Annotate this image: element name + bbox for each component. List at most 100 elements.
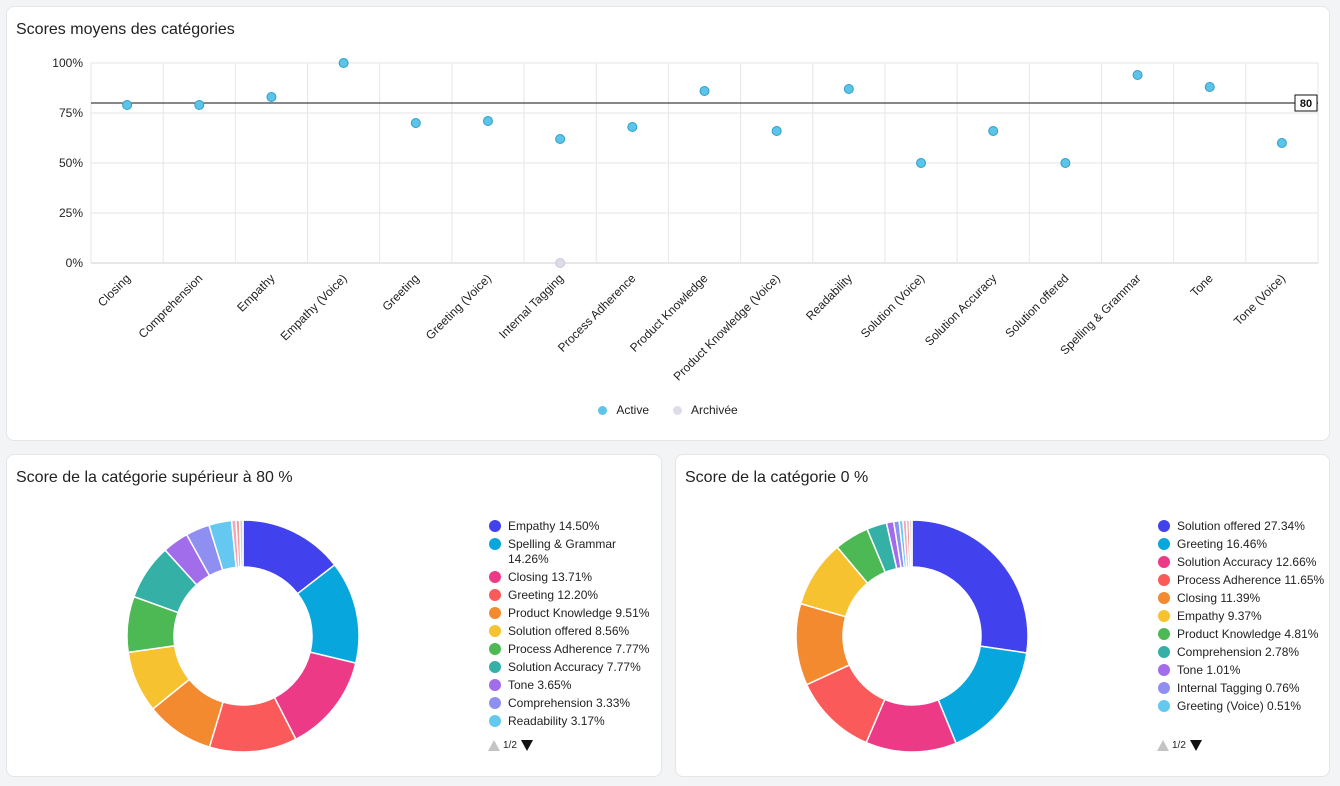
legend-swatch <box>489 697 501 709</box>
legend-item[interactable]: Internal Tagging 0.76% <box>1158 681 1328 696</box>
legend-label: Readability 3.17% <box>508 714 605 728</box>
zero-percent-legend: Solution offered 27.34% Greeting 16.46% So… <box>1158 519 1328 717</box>
legend-swatch <box>489 715 501 727</box>
data-point-active[interactable] <box>1276 138 1287 148</box>
average-scores-card: Scores moyens des catégories 0% 25% 50% 75%… <box>6 6 1330 441</box>
above-80-title: Score de la catégorie supérieur à 80 % <box>16 469 293 486</box>
legend-label: Process Adherence 7.77% <box>508 642 650 656</box>
data-point-active[interactable] <box>843 84 854 94</box>
legend-label-active: Active <box>616 403 649 417</box>
legend-item[interactable]: Tone 3.65% <box>489 678 659 693</box>
data-point-active[interactable] <box>122 100 133 110</box>
legend-item[interactable]: Empathy 14.50% <box>489 519 659 534</box>
data-point-active[interactable] <box>555 134 566 144</box>
legend-item[interactable]: Empathy 9.37% <box>1158 609 1328 624</box>
legend-item[interactable]: Process Adherence 11.65% <box>1158 573 1328 588</box>
zero-percent-title: Score de la catégorie 0 % <box>685 469 869 486</box>
legend-swatch <box>1158 538 1170 550</box>
data-point-active[interactable] <box>1060 158 1071 168</box>
x-tick-label: Tone <box>1188 271 1217 300</box>
x-tick-label: Greeting <box>379 271 421 313</box>
legend-swatch <box>489 520 501 532</box>
legend-swatch <box>489 538 501 550</box>
legend-swatch <box>1158 682 1170 694</box>
donut-slice[interactable] <box>238 519 244 568</box>
y-tick-label: 25% <box>59 206 83 220</box>
x-tick-label: Closing <box>95 271 133 309</box>
x-tick-label: Empathy <box>234 271 277 314</box>
x-tick-label: Readability <box>803 271 855 323</box>
legend-item[interactable]: Process Adherence 7.77% <box>489 642 659 657</box>
legend-item[interactable]: Greeting (Voice) 0.51% <box>1158 699 1328 714</box>
legend-label: Solution Accuracy 7.77% <box>508 660 641 674</box>
legend-item-archived[interactable]: Archivée <box>673 403 738 417</box>
data-point-archived[interactable] <box>555 258 566 268</box>
donut-slice[interactable] <box>911 519 1029 654</box>
x-tick-label: Solution offered <box>1002 271 1071 340</box>
legend-swatch <box>489 643 501 655</box>
legend-label: Internal Tagging 0.76% <box>1177 681 1300 695</box>
zero-percent-donut <box>795 519 1029 753</box>
data-point-active[interactable] <box>194 100 205 110</box>
legend-item[interactable]: Solution Accuracy 12.66% <box>1158 555 1328 570</box>
legend-swatch <box>1158 610 1170 622</box>
data-point-active[interactable] <box>916 158 927 168</box>
legend-label: Closing 13.71% <box>508 570 593 584</box>
data-point-active[interactable] <box>266 92 277 102</box>
data-point-active[interactable] <box>627 122 638 132</box>
legend-item[interactable]: Greeting 12.20% <box>489 588 659 603</box>
pager-next-icon[interactable] <box>1189 740 1202 751</box>
legend-swatch <box>489 589 501 601</box>
legend-item[interactable]: Closing 11.39% <box>1158 591 1328 606</box>
legend-item[interactable]: Greeting 16.46% <box>1158 537 1328 552</box>
legend-item[interactable]: Solution offered 8.56% <box>489 624 659 639</box>
y-tick-label: 0% <box>66 256 84 270</box>
legend-label: Comprehension 2.78% <box>1177 645 1300 659</box>
legend-item[interactable]: Solution Accuracy 7.77% <box>489 660 659 675</box>
legend-item-active[interactable]: Active <box>598 403 649 417</box>
legend-swatch <box>489 607 501 619</box>
legend-label: Greeting 12.20% <box>508 588 599 602</box>
data-point-active[interactable] <box>338 58 349 68</box>
pager-label: 1/2 <box>503 740 517 751</box>
legend-item[interactable]: Readability 3.17% <box>489 714 659 729</box>
legend-item[interactable]: Comprehension 3.33% <box>489 696 659 711</box>
zero-percent-pager: 1/2 <box>1157 740 1202 751</box>
x-tick-label: Spelling & Grammar <box>1057 271 1143 357</box>
pager-next-icon[interactable] <box>520 740 533 751</box>
above-80-legend: Empathy 14.50% Spelling & Grammar 14.26% C… <box>489 519 659 732</box>
average-scores-title: Scores moyens des catégories <box>16 21 235 38</box>
pager-prev-icon[interactable] <box>1157 740 1169 751</box>
legend-item[interactable]: Product Knowledge 4.81% <box>1158 627 1328 642</box>
data-point-active[interactable] <box>1132 70 1143 80</box>
legend-label: Process Adherence 11.65% <box>1177 573 1325 587</box>
legend-swatch <box>489 679 501 691</box>
donut-slice[interactable] <box>937 645 1028 745</box>
legend-item[interactable]: Solution offered 27.34% <box>1158 519 1328 534</box>
y-tick-label: 100% <box>52 56 83 70</box>
legend-item[interactable]: Closing 13.71% <box>489 570 659 585</box>
legend-item[interactable]: Comprehension 2.78% <box>1158 645 1328 660</box>
above-80-donut <box>126 519 360 753</box>
x-tick-label: Empathy (Voice) <box>278 271 350 343</box>
legend-label: Product Knowledge 9.51% <box>508 606 650 620</box>
legend-dot-archived <box>673 405 682 415</box>
legend-swatch <box>1158 520 1170 532</box>
data-point-active[interactable] <box>482 116 493 126</box>
data-point-active[interactable] <box>771 126 782 136</box>
data-point-active[interactable] <box>699 86 710 96</box>
legend-item[interactable]: Product Knowledge 9.51% <box>489 606 659 621</box>
legend-item[interactable]: Tone 1.01% <box>1158 663 1328 678</box>
data-point-active[interactable] <box>1204 82 1215 92</box>
legend-swatch <box>1158 700 1170 712</box>
donut-slice[interactable] <box>908 519 913 568</box>
legend-label-archived: Archivée <box>691 403 738 417</box>
data-point-active[interactable] <box>988 126 999 136</box>
threshold-badge <box>1294 94 1318 112</box>
legend-label: Solution offered 8.56% <box>508 624 630 638</box>
legend-swatch <box>1158 628 1170 640</box>
legend-item[interactable]: Spelling & Grammar 14.26% <box>489 537 659 567</box>
above-80-card: Score de la catégorie supérieur à 80 % E… <box>6 454 662 777</box>
data-point-active[interactable] <box>410 118 421 128</box>
pager-prev-icon[interactable] <box>488 740 500 751</box>
